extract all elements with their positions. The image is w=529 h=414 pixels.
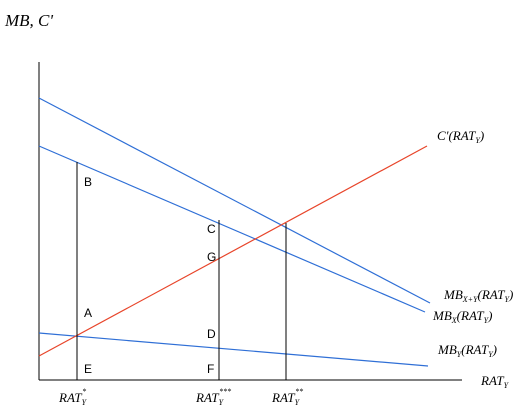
point-e-label: E [84,362,92,376]
mb-xy-line [38,97,431,304]
cost-line [38,145,428,357]
mb-xy-curve-label: MBX+Y(RATY) [443,287,513,304]
mb-x-curve-label: MBX(RATY) [432,308,492,325]
point-b-label: B [84,175,92,189]
mb-x-line [38,145,426,313]
mb-y-line [38,332,429,367]
tick-rat-double-star: RATY** [271,387,303,407]
point-f-label: F [207,362,214,376]
point-c-label: C [207,222,216,236]
x-axis-label: RATY [480,373,510,390]
tick-rat-triple-star: RATY*** [195,387,231,407]
point-d-label: D [207,327,216,341]
point-a-label: A [84,306,92,320]
y-axis-label: MB, C' [4,11,53,30]
cost-curve-label: C'(RATY) [437,128,484,145]
point-g-label: G [207,250,216,264]
tick-rat-star: RATY* [58,387,88,407]
mb-y-curve-label: MBY(RATY) [437,342,497,359]
